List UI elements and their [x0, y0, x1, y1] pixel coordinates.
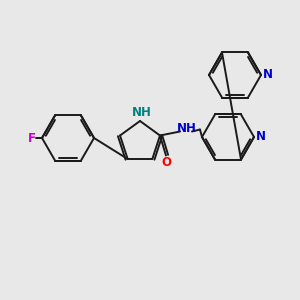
Text: F: F: [28, 131, 36, 145]
Text: NH: NH: [132, 106, 152, 118]
Text: NH: NH: [177, 122, 197, 135]
Text: N: N: [263, 68, 273, 82]
Text: N: N: [256, 130, 266, 143]
Text: O: O: [161, 156, 171, 169]
